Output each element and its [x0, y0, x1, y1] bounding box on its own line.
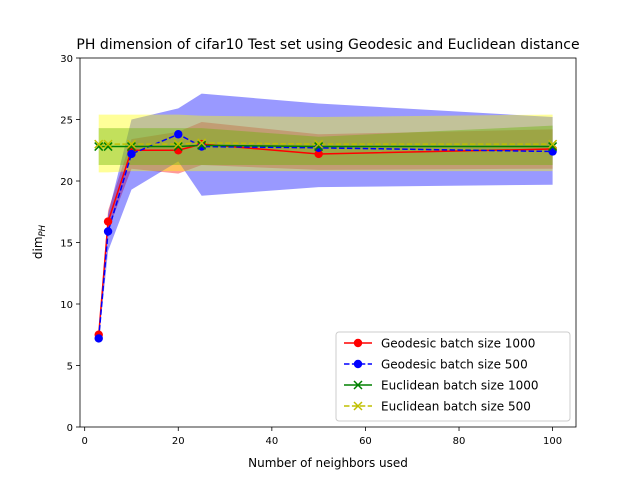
- y-axis-label-main: dim: [31, 236, 45, 259]
- y-tick-label: 0: [67, 423, 73, 434]
- point-euclidean-batch-size-1000: [173, 142, 183, 152]
- y-tick-label: 20: [60, 177, 73, 188]
- point-geodesic-batch-size-500: [174, 130, 183, 139]
- legend-box: [335, 331, 571, 422]
- point-euclidean-batch-size-500: [314, 139, 324, 149]
- legend-marker-geodesic-batch-size-500: [353, 359, 363, 369]
- x-tick-label: 100: [543, 436, 562, 447]
- y-tick-label: 5: [67, 362, 73, 373]
- point-geodesic-batch-size-500: [127, 149, 136, 159]
- point-euclidean-batch-size-1000: [197, 140, 207, 150]
- x-tick-label: 0: [81, 436, 87, 447]
- x-axis-label: Number of neighbors used: [248, 456, 408, 470]
- legend-label-geodesic-batch-size-500: Geodesic batch size 500: [381, 358, 528, 372]
- y-axis-label: dimPH: [31, 224, 48, 259]
- band-geodesic-batch-size-1000: [98, 121, 553, 339]
- point-euclidean-batch-size-500: [197, 138, 207, 148]
- legend: Geodesic batch size 1000 Geodesic batch s…: [335, 331, 571, 422]
- legend-label-euclidean-batch-size-500: Euclidean batch size 500: [381, 400, 531, 414]
- series-markers: [94, 130, 558, 343]
- x-tick-label: 60: [359, 436, 372, 447]
- point-geodesic-batch-size-1000: [314, 149, 323, 159]
- point-geodesic-batch-size-500: [94, 334, 103, 343]
- point-euclidean-batch-size-1000: [314, 142, 324, 152]
- band-euclidean-batch-size-500: [98, 114, 553, 173]
- x-tick-label: 20: [172, 436, 185, 447]
- y-tick-label: 30: [60, 54, 73, 65]
- band-euclidean-batch-size-1000: [98, 125, 553, 166]
- point-euclidean-batch-size-500: [173, 139, 183, 149]
- y-tick-label: 15: [60, 239, 73, 250]
- x-tick-label: 40: [265, 436, 278, 447]
- band-geodesic-batch-size-500: [98, 93, 553, 341]
- point-euclidean-batch-size-500: [103, 139, 113, 149]
- point-euclidean-batch-size-500: [94, 139, 104, 149]
- point-euclidean-batch-size-500: [126, 139, 137, 149]
- y-tick-label: 10: [60, 300, 73, 311]
- point-euclidean-batch-size-1000: [94, 142, 104, 152]
- x-axis-ticks: 0 20 40 60 80 100: [81, 427, 562, 447]
- legend-marker-geodesic-batch-size-1000: [353, 338, 363, 348]
- x-tick-label: 80: [453, 436, 466, 447]
- chart-title: PH dimension of cifar10 Test set using G…: [76, 37, 579, 53]
- point-geodesic-batch-size-1000: [103, 217, 113, 226]
- point-geodesic-batch-size-500: [103, 227, 113, 236]
- point-euclidean-batch-size-1000: [126, 142, 137, 152]
- y-tick-label: 25: [60, 116, 73, 127]
- legend-label-geodesic-batch-size-1000: Geodesic batch size 1000: [381, 337, 535, 351]
- legend-label-euclidean-batch-size-1000: Euclidean batch size 1000: [381, 379, 539, 393]
- point-euclidean-batch-size-1000: [548, 142, 558, 152]
- y-axis-label-subscript: PH: [38, 224, 48, 236]
- legend-marker-euclidean-batch-size-1000: [353, 380, 363, 390]
- y-axis-ticks: 0 5 10 15 20 25 30: [60, 54, 80, 434]
- confidence-bands: [98, 93, 553, 341]
- point-euclidean-batch-size-1000: [103, 142, 113, 152]
- point-euclidean-batch-size-500: [548, 139, 558, 149]
- legend-marker-euclidean-batch-size-500: [353, 401, 363, 411]
